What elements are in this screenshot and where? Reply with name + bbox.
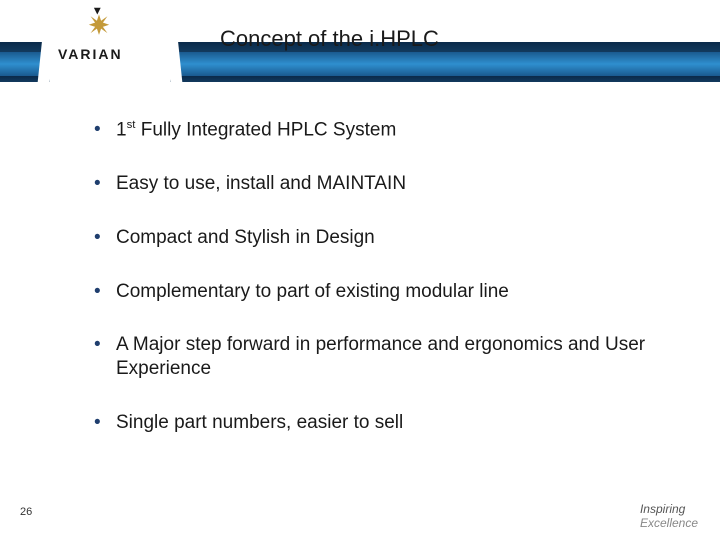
bullet-list: 1st Fully Integrated HPLC System Easy to… — [90, 118, 650, 435]
bullet-text: Complementary to part of existing modula… — [116, 281, 509, 302]
list-item: Complementary to part of existing modula… — [90, 280, 650, 304]
page-title: Concept of the i.HPLC — [220, 26, 439, 52]
starburst-icon — [82, 6, 116, 40]
footer-line1: Inspiring — [640, 502, 685, 516]
footer-tagline: Inspiring Excellence — [640, 502, 698, 530]
bullet-text: Easy to use, install and MAINTAIN — [116, 173, 406, 194]
list-item: 1st Fully Integrated HPLC System — [90, 118, 650, 142]
content-area: 1st Fully Integrated HPLC System Easy to… — [90, 118, 650, 465]
bullet-text-pre: 1 — [116, 119, 127, 140]
list-item: A Major step forward in performance and … — [90, 333, 650, 381]
list-item: Compact and Stylish in Design — [90, 226, 650, 250]
bullet-text: A Major step forward in performance and … — [116, 334, 645, 379]
brand-name: VARIAN — [58, 46, 123, 62]
slide: VARIAN Concept of the i.HPLC 1st Fully I… — [0, 0, 720, 540]
footer-line2: Excellence — [640, 516, 698, 530]
page-number: 26 — [20, 506, 32, 518]
bullet-text-post: Fully Integrated HPLC System — [135, 119, 396, 140]
bullet-text: Single part numbers, easier to sell — [116, 412, 403, 433]
list-item: Easy to use, install and MAINTAIN — [90, 172, 650, 196]
list-item: Single part numbers, easier to sell — [90, 411, 650, 435]
header: VARIAN Concept of the i.HPLC — [0, 0, 720, 72]
bullet-text: Compact and Stylish in Design — [116, 227, 375, 248]
